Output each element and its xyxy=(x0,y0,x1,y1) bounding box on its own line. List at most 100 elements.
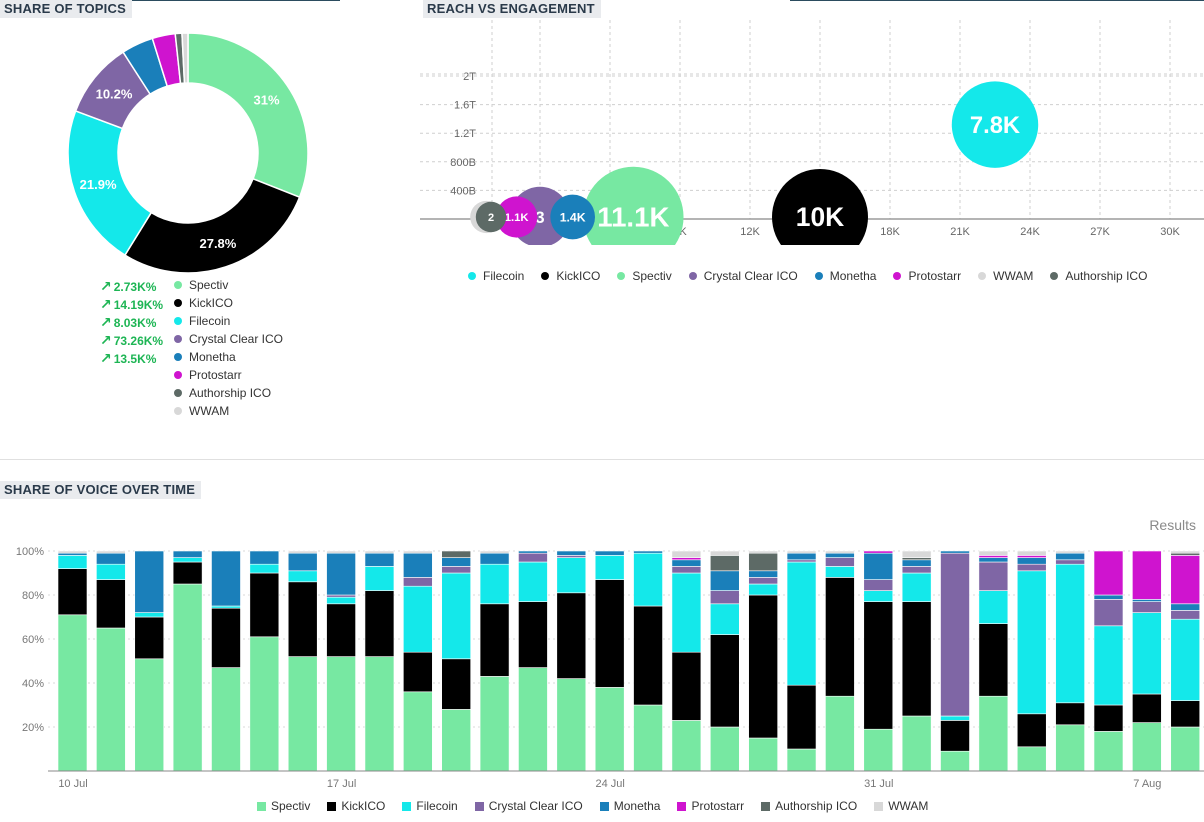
stacked-bar[interactable] xyxy=(326,550,356,772)
results-label[interactable]: Results xyxy=(1149,517,1196,533)
topics-legend-item-monetha[interactable]: Monetha xyxy=(174,350,236,364)
bar-segment-wwam xyxy=(709,550,740,556)
stacked-bar[interactable] xyxy=(748,550,778,772)
bar-segment-filecoin xyxy=(748,583,778,596)
stacked-bar[interactable] xyxy=(633,550,663,772)
bar-segment-wwam xyxy=(1170,550,1201,554)
bubble-kickico[interactable] xyxy=(772,169,868,245)
stacked-bar[interactable] xyxy=(479,550,510,772)
reach-legend-item-protostarr[interactable]: Protostarr xyxy=(893,269,961,283)
stacked-bar[interactable] xyxy=(172,550,203,772)
donut-label-filecoin: 21.9% xyxy=(80,177,117,192)
stacked-bar[interactable] xyxy=(1016,550,1047,772)
reach-legend-item-filecoin[interactable]: Filecoin xyxy=(468,269,524,283)
bar-segment-monetha xyxy=(1132,599,1162,602)
stacked-bar[interactable] xyxy=(1170,550,1201,772)
stacked-bar[interactable] xyxy=(403,550,433,772)
bar-segment-filecoin xyxy=(1016,570,1047,715)
stacked-bar[interactable] xyxy=(1093,550,1124,772)
topics-legend-item-filecoin[interactable]: Filecoin xyxy=(174,314,230,328)
topics-legend-item-spectiv[interactable]: Spectiv xyxy=(174,278,228,292)
bar-segment-filecoin xyxy=(709,603,740,635)
y-tick-label: 20% xyxy=(22,722,44,734)
sov-legend-item-protostarr[interactable]: Protostarr xyxy=(677,799,744,813)
stacked-bar[interactable] xyxy=(441,550,472,772)
stacked-bar[interactable] xyxy=(1132,550,1162,772)
stacked-bar[interactable] xyxy=(863,550,894,772)
bar-segment-spectiv xyxy=(249,636,280,772)
bar-segment-kickico xyxy=(172,561,203,585)
bubble-monetha[interactable] xyxy=(550,194,596,240)
legend-label: KickICO xyxy=(341,799,386,813)
stacked-bar[interactable] xyxy=(671,550,702,772)
reach-legend-item-wwam[interactable]: WWAM xyxy=(978,269,1033,283)
legend-label: Spectiv xyxy=(271,799,311,813)
bar-segment-authorship-ico xyxy=(441,550,472,558)
stacked-bar[interactable] xyxy=(211,550,241,772)
stacked-bar[interactable] xyxy=(134,550,165,772)
sov-legend-item-monetha[interactable]: Monetha xyxy=(599,799,660,813)
stacked-bar[interactable] xyxy=(518,550,548,772)
stacked-bar[interactable] xyxy=(786,550,817,772)
bar-segment-filecoin xyxy=(901,572,932,602)
legend-label: WWAM xyxy=(993,269,1034,283)
bar-segment-kickico xyxy=(1093,704,1124,732)
bar-segment-protostarr xyxy=(1093,550,1124,596)
stacked-bar[interactable] xyxy=(287,550,318,772)
legend-dot-icon xyxy=(617,272,626,280)
legend-dot-icon xyxy=(814,272,823,280)
stacked-bar[interactable] xyxy=(901,550,932,772)
bar-segment-protostarr xyxy=(1170,555,1201,605)
topics-legend-item-authorship-ico[interactable]: Authorship ICO xyxy=(174,386,271,400)
stacked-bar[interactable] xyxy=(978,550,1009,772)
x-tick-label: 12K xyxy=(740,226,760,238)
stacked-bar[interactable] xyxy=(249,550,280,772)
bubble-label-spectiv: 11.1K xyxy=(597,202,669,233)
sov-legend-item-kickico[interactable]: KickICO xyxy=(327,799,385,813)
topics-legend-item-crystal-clear-ico[interactable]: Crystal Clear ICO xyxy=(174,332,283,346)
reach-legend-item-authorship-ico[interactable]: Authorship ICO xyxy=(1050,269,1147,283)
stacked-bar[interactable] xyxy=(1055,550,1085,772)
donut-slice-kickico[interactable] xyxy=(123,177,301,274)
stacked-bar[interactable] xyxy=(364,550,395,772)
bar-segment-spectiv xyxy=(825,695,855,772)
legend-label: KickICO xyxy=(189,296,234,310)
stacked-bar[interactable] xyxy=(57,550,88,772)
reach-legend-item-crystal-clear-ico[interactable]: Crystal Clear ICO xyxy=(688,269,798,283)
legend-label: KickICO xyxy=(556,269,601,283)
stacked-bar[interactable] xyxy=(96,550,126,772)
bar-segment-monetha xyxy=(671,559,702,567)
legend-dot-icon xyxy=(174,371,182,379)
donut-slice-wwam[interactable] xyxy=(181,32,189,84)
donut-label-crystal-clear-ico: 10.2% xyxy=(96,86,133,101)
topics-legend-item-wwam[interactable]: WWAM xyxy=(174,404,229,418)
bar-segment-kickico xyxy=(249,572,280,638)
stacked-bar[interactable] xyxy=(556,550,587,772)
bubble-protostarr[interactable] xyxy=(496,196,538,238)
donut-slice-spectiv[interactable] xyxy=(187,32,309,199)
stacked-bar[interactable] xyxy=(940,550,970,772)
reach-legend-item-monetha[interactable]: Monetha xyxy=(814,269,876,283)
legend-label: Authorship ICO xyxy=(775,799,858,813)
topics-legend-item-kickico[interactable]: KickICO xyxy=(174,296,233,310)
stacked-bar[interactable] xyxy=(825,550,855,772)
sov-legend-item-crystal-clear-ico[interactable]: Crystal Clear ICO xyxy=(474,799,583,813)
reach-legend-item-kickico[interactable]: KickICO xyxy=(541,269,600,283)
stacked-bar[interactable] xyxy=(709,550,740,772)
stacked-bar[interactable] xyxy=(594,550,625,772)
sov-legend-item-spectiv[interactable]: Spectiv xyxy=(257,799,310,813)
bubble-filecoin[interactable] xyxy=(951,81,1039,168)
donut-slice-filecoin[interactable] xyxy=(67,109,153,257)
bar-segment-spectiv xyxy=(594,687,625,772)
sov-legend-item-wwam[interactable]: WWAM xyxy=(874,799,928,813)
bar-segment-authorship-ico xyxy=(1170,552,1201,556)
sov-legend-item-filecoin[interactable]: Filecoin xyxy=(402,799,458,813)
sov-legend-item-authorship-ico[interactable]: Authorship ICO xyxy=(761,799,857,813)
bar-segment-kickico xyxy=(901,601,932,717)
bar-segment-crystal-clear-ico xyxy=(978,561,1009,591)
reach-legend-item-spectiv[interactable]: Spectiv xyxy=(617,269,672,283)
bubble-spectiv[interactable] xyxy=(583,166,684,245)
bar-segment-spectiv xyxy=(1132,722,1162,772)
topics-legend-item-protostarr[interactable]: Protostarr xyxy=(174,368,242,382)
bubble-authorship-ico[interactable] xyxy=(475,201,507,233)
